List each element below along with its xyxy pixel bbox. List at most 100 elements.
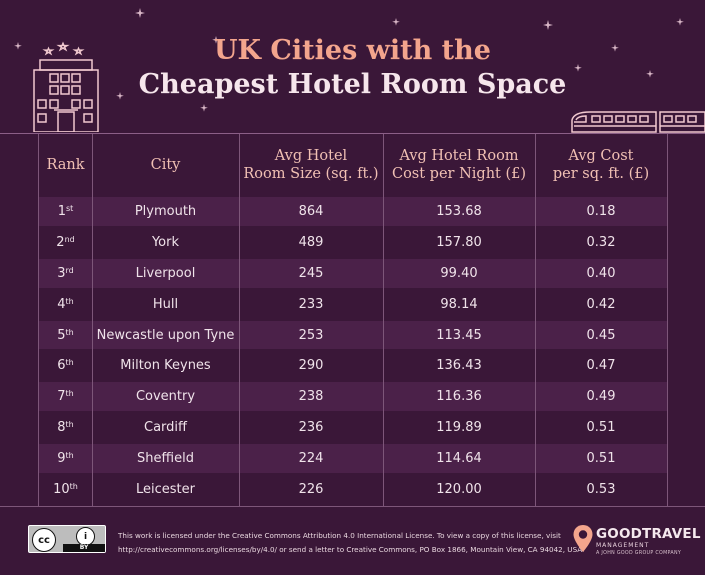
rank-suffix: rd	[65, 265, 74, 275]
room-size-cell: 864	[298, 203, 324, 219]
rank-number: 7	[57, 389, 66, 405]
room-size-cell: 233	[298, 296, 324, 312]
rank-number: 6	[57, 358, 66, 374]
city-cell: York	[151, 234, 180, 250]
cost-per-sqft-cell: 0.47	[586, 358, 616, 374]
column-divider	[92, 134, 93, 506]
cost-per-night-cell: 113.45	[436, 327, 482, 343]
room-size-cell: 290	[298, 358, 324, 374]
city-cell: Newcastle upon Tyne	[96, 327, 235, 343]
license-line-1: This work is licensed under the Creative…	[118, 531, 561, 540]
cost-per-night-cell: 153.68	[436, 203, 482, 219]
cc-by-label: BY	[63, 544, 105, 552]
cost-per-night-cell: 136.43	[436, 358, 482, 374]
city-cell: Cardiff	[144, 420, 187, 436]
table-header: Rank City Avg Hotel Room Size (sq. ft.) A…	[39, 134, 667, 196]
rank-number: 2	[56, 234, 65, 250]
rank-number: 3	[57, 265, 66, 281]
background-stars	[14, 8, 684, 112]
rank-suffix: st	[65, 203, 74, 213]
city-cell: Sheffield	[137, 451, 194, 467]
rank-number: 4	[57, 296, 66, 312]
header-room-size: Avg Hotel Room Size (sq. ft.)	[243, 148, 379, 182]
train-icon	[571, 111, 705, 133]
cost-per-sqft-cell: 0.40	[586, 265, 616, 281]
header-rank: Rank	[46, 157, 85, 173]
rank-suffix: nd	[64, 234, 75, 244]
cost-per-sqft-cell: 0.51	[586, 420, 616, 436]
city-cell: Liverpool	[135, 265, 196, 281]
column-divider	[535, 134, 536, 506]
license-text: This work is licensed under the Creative…	[118, 529, 584, 557]
top-divider	[0, 133, 705, 134]
location-pin-icon	[573, 525, 593, 552]
hotel-building-icon	[33, 41, 99, 132]
room-size-cell: 224	[298, 451, 324, 467]
brand-logo: GOODTRAVEL MANAGEMENT A JOHN GOOD GROUP …	[572, 524, 700, 560]
chart-title: UK Cities with the Cheapest Hotel Room S…	[0, 34, 705, 102]
creative-commons-icon: cc	[32, 528, 56, 552]
brand-name: GOODTRAVEL	[596, 526, 701, 542]
cost-per-night-cell: 119.89	[436, 420, 482, 436]
rank-suffix: th	[65, 358, 74, 368]
rank-suffix: th	[65, 389, 74, 399]
room-size-cell: 253	[298, 327, 324, 343]
cost-per-night-cell: 98.14	[440, 296, 478, 312]
star-icon	[14, 8, 684, 112]
cost-per-night-cell: 116.36	[436, 389, 482, 405]
title-line-1: UK Cities with the	[214, 35, 491, 66]
creative-commons-badge: cc i BY	[28, 525, 106, 553]
city-cell: Milton Keynes	[120, 358, 211, 374]
column-divider	[239, 134, 240, 506]
data-table: Rank City Avg Hotel Room Size (sq. ft.) A…	[38, 134, 668, 506]
rank-number: 1	[57, 203, 66, 219]
city-cell: Leicester	[136, 482, 195, 498]
room-size-cell: 226	[298, 482, 324, 498]
room-size-cell: 489	[298, 234, 324, 250]
cost-per-sqft-cell: 0.42	[586, 296, 616, 312]
cost-per-sqft-cell: 0.51	[586, 451, 616, 467]
cost-per-night-cell: 157.80	[436, 234, 482, 250]
header-city: City	[150, 157, 181, 173]
cost-per-sqft-cell: 0.53	[586, 482, 616, 498]
city-cell: Hull	[152, 296, 179, 312]
bottom-divider	[0, 506, 705, 507]
title-line-2: Cheapest Hotel Room Space	[138, 69, 567, 100]
column-divider	[383, 134, 384, 506]
cost-per-sqft-cell: 0.18	[586, 203, 616, 219]
room-size-cell: 238	[298, 389, 324, 405]
cost-per-sqft-cell: 0.49	[586, 389, 616, 405]
rank-number: 5	[57, 327, 66, 343]
rank-suffix: th	[65, 451, 74, 461]
header-cost-per-night: Avg Hotel Room Cost per Night (£)	[391, 148, 527, 182]
cost-per-sqft-cell: 0.45	[586, 327, 616, 343]
room-size-cell: 236	[298, 420, 324, 436]
brand-tagline: A JOHN GOOD GROUP COMPANY	[596, 551, 682, 556]
rank-number: 9	[57, 451, 66, 467]
city-cell: Plymouth	[134, 203, 197, 219]
rank-number: 10	[53, 482, 70, 498]
cost-per-sqft-cell: 0.32	[586, 234, 616, 250]
city-cell: Coventry	[135, 389, 196, 405]
header-cost-per-sqft: Avg Cost per sq. ft. (£)	[552, 148, 650, 182]
cost-per-night-cell: 120.00	[436, 482, 482, 498]
